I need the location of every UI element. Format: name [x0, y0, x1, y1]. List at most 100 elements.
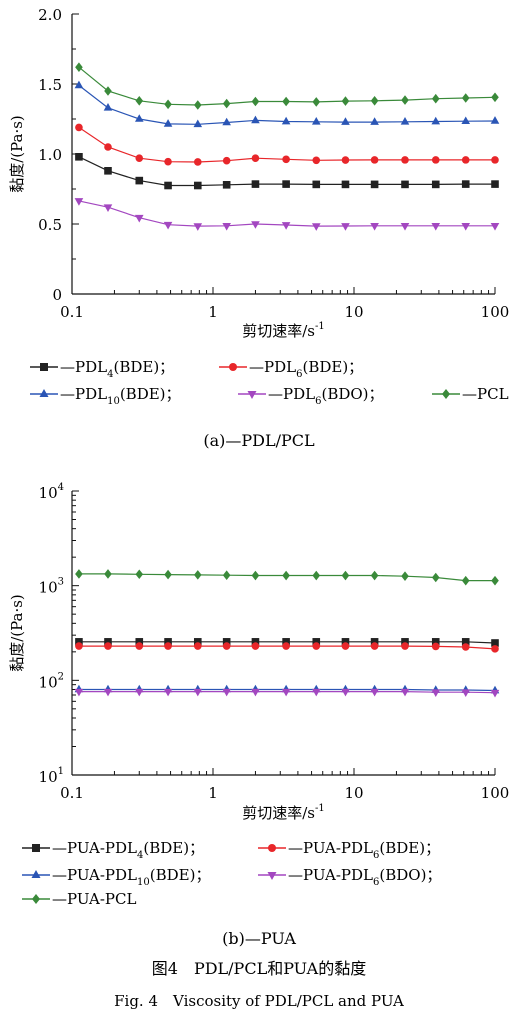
y-tick-label: 0 [52, 286, 62, 304]
marker-diamond [401, 95, 409, 105]
marker-diamond [491, 575, 499, 586]
marker-circle [341, 156, 350, 164]
marker-square [431, 180, 440, 189]
marker-square [370, 638, 379, 646]
marker-square [135, 638, 144, 646]
marker-square [491, 639, 499, 647]
marker-diamond [341, 570, 350, 581]
marker-circle [135, 642, 144, 650]
legend-label: —PUA-PCL [52, 890, 136, 908]
marker-circle [370, 642, 379, 650]
marker-circle [251, 642, 260, 650]
series-3 [74, 688, 500, 698]
marker-triangle-up [39, 389, 49, 397]
marker-triangle-up [400, 117, 410, 125]
legend-label: —PUA-PDL6(BDO)； [288, 866, 441, 888]
legend-label: —PDL10(BDE)； [60, 385, 181, 407]
figure-caption-cn: 图4 PDL/PCL和PUA的黏度 [152, 959, 366, 978]
marker-square [193, 638, 202, 646]
marker-diamond [193, 570, 202, 580]
marker-square [40, 363, 48, 371]
marker-square [164, 638, 172, 646]
chart-b-pua: 0.1 1 10 100 101 102 103 104 剪切速率/s-1 黏度/(Pa·s) —P… [8, 482, 509, 908]
marker-square [341, 638, 350, 646]
marker-square [104, 638, 112, 646]
marker-diamond [193, 100, 202, 110]
x-tick-label: 100 [481, 784, 510, 802]
y-tick-label: 2.0 [38, 6, 62, 24]
marker-square [75, 153, 83, 161]
y-axis-title: 黏度/(Pa·s) [8, 115, 26, 193]
y-tick-label: 101 [39, 766, 64, 786]
marker-circle [75, 642, 83, 650]
marker-diamond [75, 569, 83, 579]
marker-diamond [222, 570, 231, 580]
marker-circle [164, 157, 172, 166]
marker-triangle-down [267, 872, 277, 880]
legend-item: —PDL6(BDO)； [238, 385, 384, 407]
marker-circle [268, 844, 276, 852]
marker-square [164, 181, 172, 190]
legend-label: —PUA-PDL6(BDE)； [288, 839, 440, 861]
marker-diamond [370, 96, 379, 106]
marker-circle [229, 363, 237, 371]
marker-circle [135, 154, 144, 162]
marker-triangle-down [431, 689, 441, 697]
y-tick-label: 1.5 [38, 76, 62, 94]
marker-square [282, 638, 290, 646]
marker-circle [431, 642, 440, 651]
marker-square [312, 638, 321, 646]
y-axis-title: 黏度/(Pa·s) [8, 594, 26, 672]
marker-circle [401, 156, 409, 164]
marker-triangle-up [311, 117, 321, 125]
marker-triangle-down [311, 223, 321, 231]
marker-square [312, 180, 321, 189]
legend-item: —PUA-PDL6(BDE)； [258, 839, 440, 861]
marker-triangle-up [461, 116, 471, 125]
x-tick-label: 0.1 [60, 303, 84, 321]
marker-diamond [282, 96, 290, 107]
marker-diamond [75, 62, 83, 72]
x-tick-label: 100 [481, 303, 510, 321]
marker-triangle-down [163, 221, 173, 230]
marker-square [193, 181, 202, 190]
marker-diamond [431, 93, 440, 104]
marker-diamond [164, 99, 172, 110]
marker-triangle-up [134, 114, 144, 122]
marker-diamond [251, 96, 260, 107]
series-3 [74, 198, 500, 231]
series-4 [75, 569, 499, 586]
marker-square [401, 638, 409, 646]
marker-circle [282, 642, 290, 650]
marker-triangle-down [251, 221, 260, 229]
marker-diamond [104, 86, 112, 96]
marker-diamond [135, 569, 144, 580]
marker-triangle-down [247, 391, 257, 399]
legend-item: —PDL6(BDE)； [219, 358, 363, 380]
marker-diamond [222, 98, 231, 109]
marker-triangle-down [341, 688, 350, 697]
marker-triangle-down [193, 223, 203, 231]
marker-triangle-down [193, 688, 203, 697]
marker-circle [222, 642, 231, 650]
marker-square [75, 638, 83, 646]
marker-circle [193, 642, 202, 650]
marker-triangle-up [222, 117, 231, 126]
marker-triangle-up [281, 116, 291, 125]
marker-diamond [461, 93, 470, 103]
marker-diamond [442, 389, 450, 399]
marker-diamond [282, 570, 290, 581]
marker-circle [401, 642, 409, 650]
marker-diamond [104, 569, 112, 579]
y-tick-label: 0.5 [38, 216, 62, 234]
marker-square [461, 638, 470, 646]
marker-square [251, 180, 260, 188]
series-0 [75, 153, 499, 190]
marker-circle [370, 156, 379, 164]
legend-item: —PDL4(BDE)； [30, 358, 174, 380]
y-tick-label: 104 [39, 482, 64, 502]
marker-triangle-down [370, 223, 379, 231]
marker-triangle-down [222, 223, 231, 231]
marker-square [222, 181, 231, 189]
legend-label: —PDL6(BDO)； [268, 385, 384, 407]
